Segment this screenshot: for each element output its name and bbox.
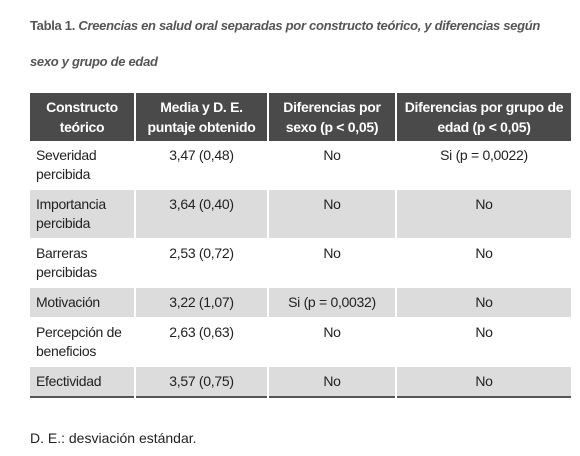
caption-label: Tabla 1. [30, 18, 76, 33]
table-row: Percepción de beneficios 2,63 (0,63) No No [30, 317, 571, 367]
table: Constructo teórico Media y D. E. puntaje … [30, 93, 571, 398]
caption: Tabla 1. Creencias en salud oral separad… [30, 8, 570, 80]
table-cell: Importancia percibida [30, 189, 135, 239]
table-cell: Si (p = 0,0032) [267, 287, 396, 318]
table-cell: 3,57 (0,75) [134, 366, 268, 397]
table-row: Efectividad 3,57 (0,75) No No [30, 366, 571, 397]
table-row: Barreras percibidas 2,53 (0,72) No No [30, 238, 571, 288]
table-cell: Si (p = 0,0022) [395, 141, 571, 190]
table-cell: No [395, 238, 571, 288]
table-cell: No [395, 366, 571, 397]
table-cell: 3,22 (1,07) [134, 287, 268, 318]
caption-title: Creencias en salud oral separadas por co… [30, 18, 541, 69]
table-cell: No [267, 238, 396, 288]
table-row: Severidad percibida 3,47 (0,48) No Si (p = … [30, 141, 571, 190]
table-cell: No [267, 317, 396, 367]
table-cell: Barreras percibidas [36, 245, 97, 280]
table-cell: 2,53 (0,72) [134, 238, 268, 288]
table-row: Motivación 3,22 (1,07) Si (p = 0,0032) No [30, 287, 571, 318]
header-cell: Diferencias por sexo (p < 0,05) [267, 93, 396, 141]
header-cell: Media y D. E. puntaje obtenido [134, 93, 268, 141]
table-cell: No [395, 287, 571, 318]
table-cell: Efectividad [30, 366, 135, 397]
header-cell: Diferencias por grupo de edad (p < 0,05) [395, 93, 571, 141]
table-body: Severidad percibida 3,47 (0,48) No Si (p = … [30, 141, 571, 397]
table-cell: No [395, 317, 571, 367]
table-cell: No [267, 189, 396, 239]
table-cell: Percepción de beneficios [36, 324, 122, 359]
table-cell: No [395, 189, 571, 239]
table-cell: Severidad percibida [36, 147, 97, 182]
table-cell: 2,63 (0,63) [134, 317, 268, 367]
footnote: D. E.: desviación estándar. [30, 430, 197, 446]
table-cell: No [267, 141, 396, 190]
table-cell: No [267, 366, 396, 397]
header-cell: Constructo teórico [30, 93, 135, 141]
table-cell: Motivación [30, 287, 135, 318]
table-row: Importancia percibida 3,64 (0,40) No No [30, 189, 571, 239]
header-row: Constructo teórico Media y D. E. puntaje … [30, 93, 571, 141]
table-cell: 3,64 (0,40) [134, 189, 268, 239]
table-cell: 3,47 (0,48) [134, 141, 268, 190]
